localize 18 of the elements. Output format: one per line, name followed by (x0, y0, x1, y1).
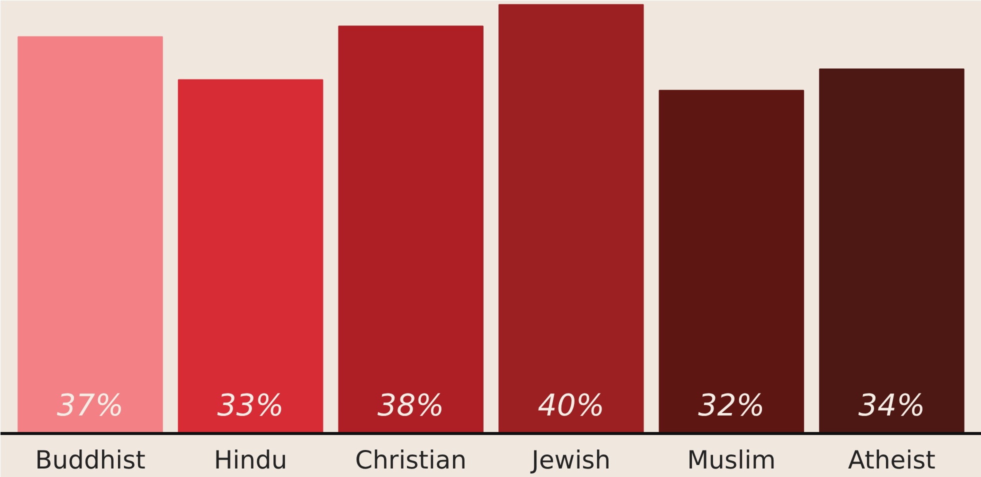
bar (658, 90, 804, 434)
data-label: 32% (698, 388, 765, 424)
x-tick-label: Christian (355, 446, 467, 474)
bar (498, 4, 644, 434)
data-label: 38% (378, 388, 444, 424)
data-label: 40% (538, 388, 604, 424)
x-tick-label: Hindu (214, 446, 288, 474)
bar (178, 79, 324, 434)
x-tick-label: Atheist (848, 446, 936, 474)
bar (18, 36, 163, 434)
x-tick-label: Muslim (687, 446, 776, 474)
bar (338, 26, 484, 434)
data-label: 33% (217, 388, 284, 424)
data-label: 34% (858, 388, 926, 424)
bar (819, 68, 964, 434)
x-tick-label: Jewish (530, 446, 611, 474)
data-label: 37% (56, 388, 124, 424)
x-tick-label: Buddhist (35, 446, 146, 474)
